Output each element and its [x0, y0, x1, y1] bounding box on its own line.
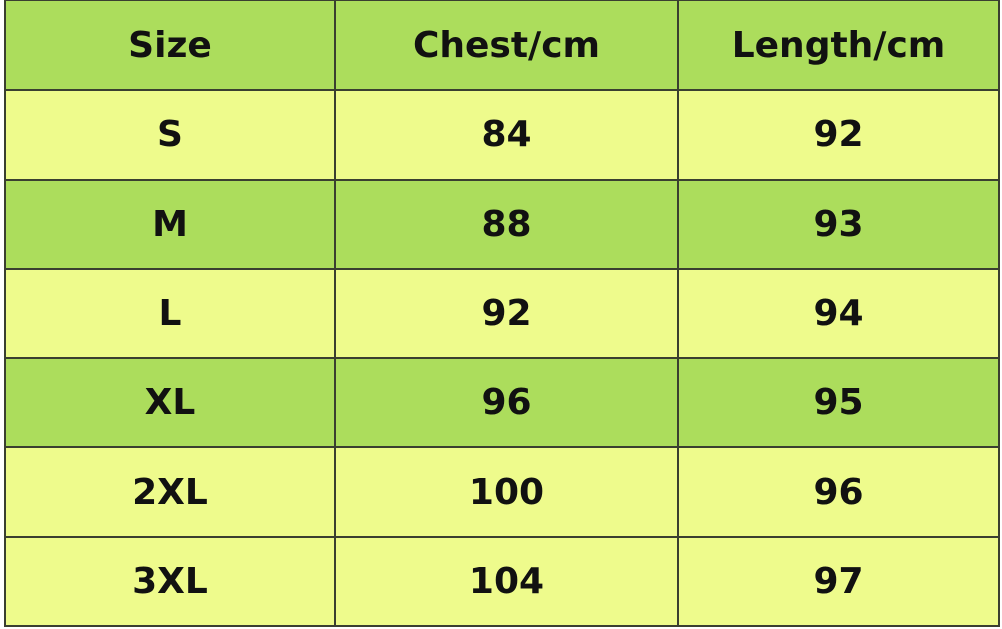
chest-cell: 104 — [334, 535, 679, 628]
length-cell: 96 — [677, 446, 1000, 538]
table-row: L 92 94 — [4, 267, 1000, 360]
table-row: S 84 92 — [4, 89, 1000, 181]
chest-cell: 96 — [334, 357, 679, 449]
header-chest: Chest/cm — [334, 0, 679, 92]
chest-cell: 92 — [334, 267, 679, 360]
length-cell: 92 — [677, 89, 1000, 181]
table-row: 3XL 104 97 — [4, 535, 1000, 628]
chest-cell: 84 — [334, 89, 679, 181]
size-chart-table: Size Chest/cm Length/cm S 84 92 M 88 93 … — [4, 0, 1000, 628]
size-cell: 3XL — [4, 535, 336, 628]
length-cell: 95 — [677, 357, 1000, 449]
length-cell: 94 — [677, 267, 1000, 360]
chest-cell: 100 — [334, 446, 679, 538]
size-cell: 2XL — [4, 446, 336, 538]
length-cell: 93 — [677, 178, 1000, 270]
table-row: M 88 93 — [4, 178, 1000, 270]
size-cell: XL — [4, 357, 336, 449]
header-row: Size Chest/cm Length/cm — [4, 0, 1000, 92]
size-cell: M — [4, 178, 336, 270]
header-size: Size — [4, 0, 336, 92]
length-cell: 97 — [677, 535, 1000, 628]
table-row: XL 96 95 — [4, 357, 1000, 449]
chest-cell: 88 — [334, 178, 679, 270]
header-length: Length/cm — [677, 0, 1000, 92]
size-cell: L — [4, 267, 336, 360]
size-cell: S — [4, 89, 336, 181]
table-row: 2XL 100 96 — [4, 446, 1000, 538]
